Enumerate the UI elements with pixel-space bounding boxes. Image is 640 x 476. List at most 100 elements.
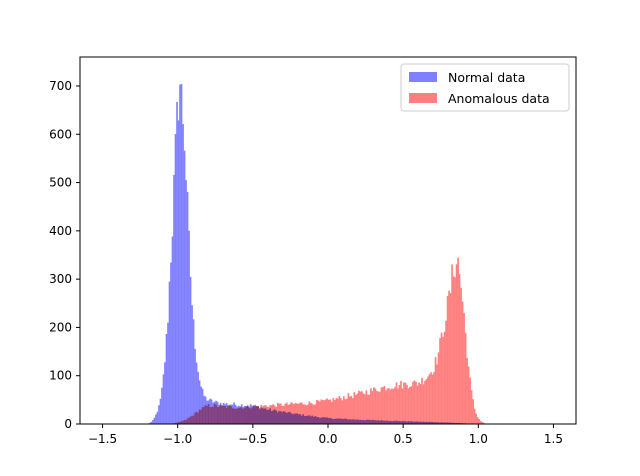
bar bbox=[188, 417, 190, 424]
bar bbox=[437, 352, 440, 424]
series-0 bbox=[147, 83, 479, 425]
bar bbox=[242, 408, 244, 424]
bar bbox=[150, 421, 153, 424]
bar bbox=[194, 348, 196, 424]
bar bbox=[180, 83, 183, 425]
x-tick-label: −0.5 bbox=[238, 432, 267, 446]
bar bbox=[218, 406, 220, 424]
bar bbox=[479, 420, 482, 424]
bar bbox=[472, 399, 474, 424]
bar bbox=[174, 134, 177, 424]
bar bbox=[464, 332, 467, 424]
bar bbox=[443, 331, 446, 424]
y-tick-label: 700 bbox=[49, 79, 72, 93]
bar bbox=[200, 386, 202, 424]
bar bbox=[267, 407, 270, 424]
bar bbox=[302, 404, 305, 424]
bar bbox=[418, 382, 420, 424]
bar bbox=[275, 407, 278, 424]
bar bbox=[338, 395, 341, 424]
bar bbox=[299, 402, 302, 424]
bar bbox=[461, 301, 464, 424]
bar bbox=[428, 374, 431, 424]
bar bbox=[445, 320, 447, 424]
bar bbox=[309, 402, 312, 424]
bar bbox=[269, 405, 272, 424]
bar bbox=[389, 389, 392, 424]
bar bbox=[398, 385, 401, 424]
bar bbox=[361, 391, 363, 424]
bar bbox=[473, 408, 476, 424]
legend-label: Anomalous data bbox=[448, 91, 550, 106]
bar bbox=[440, 332, 443, 424]
bar bbox=[401, 388, 404, 424]
bar bbox=[176, 422, 178, 424]
bar bbox=[404, 382, 407, 424]
bar bbox=[368, 394, 371, 424]
bar bbox=[221, 405, 223, 424]
bar bbox=[430, 372, 432, 424]
bar bbox=[290, 402, 293, 424]
bar bbox=[347, 393, 350, 424]
bar bbox=[433, 372, 435, 424]
bar bbox=[185, 180, 187, 424]
bar bbox=[455, 264, 458, 424]
bar bbox=[470, 390, 473, 424]
bar bbox=[195, 362, 198, 424]
bar bbox=[180, 421, 183, 424]
bar bbox=[156, 411, 159, 424]
bar bbox=[230, 406, 232, 424]
bar bbox=[436, 364, 438, 424]
bar bbox=[213, 404, 216, 424]
bar bbox=[382, 387, 384, 424]
bar bbox=[168, 281, 171, 424]
bar bbox=[233, 408, 235, 424]
bar bbox=[210, 407, 213, 424]
bar bbox=[409, 386, 411, 424]
bar bbox=[200, 409, 202, 424]
bar bbox=[359, 391, 362, 424]
bar bbox=[152, 419, 154, 424]
bar bbox=[356, 393, 359, 424]
bar bbox=[191, 415, 193, 424]
bar bbox=[297, 403, 300, 424]
bar bbox=[188, 230, 190, 424]
bar bbox=[300, 402, 303, 424]
legend-box bbox=[400, 63, 570, 112]
bar bbox=[422, 384, 425, 424]
bar bbox=[285, 402, 288, 424]
bar bbox=[195, 411, 198, 424]
bar bbox=[279, 403, 282, 424]
bar bbox=[314, 404, 317, 424]
bar bbox=[362, 393, 365, 424]
bar bbox=[324, 399, 327, 424]
legend-swatch bbox=[409, 72, 437, 82]
bar bbox=[349, 396, 351, 424]
bar bbox=[331, 401, 333, 424]
bar bbox=[212, 406, 214, 424]
bar bbox=[403, 382, 405, 424]
bar bbox=[308, 401, 311, 424]
legend-label: Normal data bbox=[448, 70, 525, 85]
bar bbox=[415, 381, 417, 424]
bar bbox=[481, 422, 483, 424]
bar bbox=[328, 399, 330, 424]
bar bbox=[197, 371, 199, 424]
bar bbox=[463, 313, 465, 424]
bar bbox=[376, 391, 378, 424]
bar bbox=[446, 296, 449, 424]
bar bbox=[192, 415, 195, 424]
bar bbox=[379, 391, 381, 424]
bar bbox=[460, 287, 462, 424]
bar bbox=[412, 381, 414, 424]
legend-swatch bbox=[409, 93, 437, 103]
bar bbox=[159, 398, 162, 424]
bar bbox=[249, 408, 252, 424]
bar bbox=[315, 399, 318, 424]
bar bbox=[424, 380, 426, 424]
y-tick-label: 400 bbox=[49, 224, 72, 238]
bar bbox=[158, 405, 160, 424]
bar bbox=[386, 388, 389, 424]
y-tick-label: 300 bbox=[49, 272, 72, 286]
